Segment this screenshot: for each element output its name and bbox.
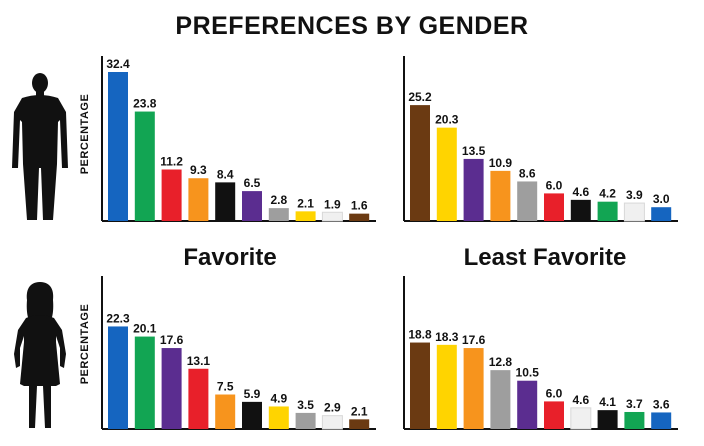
bar-value-label: 23.8 [133, 97, 157, 111]
bar-value-label: 6.0 [546, 386, 563, 400]
bar-black [597, 410, 618, 429]
bar-green [624, 411, 645, 429]
bar-value-label: 8.4 [217, 167, 234, 181]
bar-value-label: 17.6 [462, 333, 486, 347]
bar-value-label: 3.9 [626, 188, 643, 202]
male-silhouette-icon [12, 73, 68, 220]
bar-value-label: 20.1 [133, 322, 157, 336]
bar-red [544, 193, 564, 221]
bar-gray [268, 208, 289, 221]
female-silhouette-icon [14, 282, 66, 428]
bar-brown [410, 342, 430, 429]
bar-blue [651, 412, 672, 429]
bar-brown [349, 419, 370, 429]
bar-value-label: 22.3 [106, 311, 130, 325]
bar-value-label: 2.9 [324, 401, 341, 415]
bar-value-label: 9.3 [190, 163, 207, 177]
bar-black [242, 401, 262, 429]
bar-value-label: 18.8 [408, 328, 432, 342]
bar-value-label: 13.1 [187, 354, 211, 368]
bar-value-label: 17.6 [160, 333, 184, 347]
bar-green [134, 111, 155, 221]
bar-panel-male-favorite: 32.4 23.8 11.2 9.3 8.4 6.5 2.8 2.1 1.9 1.6 [101, 56, 376, 222]
bar-gray [490, 370, 511, 429]
bar-value-label: 32.4 [106, 57, 130, 71]
bar-value-label: 10.9 [489, 156, 513, 170]
bar-value-label: 20.3 [435, 113, 459, 127]
bar-gray [517, 181, 538, 221]
bar-value-label: 3.6 [653, 397, 670, 411]
bar-red [188, 368, 209, 429]
bar-value-label: 25.2 [408, 90, 432, 104]
bar-red [544, 401, 564, 429]
bar-brown [410, 105, 430, 221]
bar-brown [349, 213, 370, 221]
bar-value-label: 12.8 [489, 355, 513, 369]
bar-value-label: 18.3 [435, 330, 459, 344]
bar-blue [108, 326, 128, 429]
bar-value-label: 1.9 [324, 197, 341, 211]
bar-orange [188, 178, 209, 221]
bar-white [623, 202, 645, 222]
bar-value-label: 7.5 [217, 380, 234, 394]
panel-label-favorite: Favorite [183, 244, 277, 271]
bar-value-label: 4.9 [270, 391, 287, 405]
bar-orange [490, 170, 511, 221]
bar-value-label: 3.0 [653, 192, 670, 206]
bar-green [597, 201, 618, 221]
bar-value-label: 6.0 [546, 178, 563, 192]
bar-red [161, 169, 182, 221]
bar-value-label: 4.6 [572, 185, 589, 199]
bar-purple [242, 191, 262, 221]
chart-title: PREFERENCES BY GENDER [175, 12, 529, 40]
bar-black [570, 199, 591, 221]
bar-value-label: 2.1 [297, 196, 314, 210]
bar-purple [463, 158, 484, 221]
bar-value-label: 8.6 [519, 166, 536, 180]
bar-panel-female-favorite: 22.320.117.613.1 7.5 5.9 4.9 3.5 2.9 2.1 [101, 276, 376, 430]
bar-yellow [295, 211, 316, 221]
bar-value-label: 3.5 [297, 398, 314, 412]
bar-value-label: 13.5 [462, 144, 486, 158]
bar-value-label: 10.5 [516, 366, 540, 380]
bar-value-label: 4.6 [572, 393, 589, 407]
bar-value-label: 2.1 [351, 404, 368, 418]
bar-panel-male-least-favorite: 25.220.3 13.510.9 8.6 6.0 4.6 4.2 3.9 3.0 [403, 56, 678, 222]
bar-value-label: 2.8 [270, 193, 287, 207]
bar-value-label: 11.2 [160, 154, 183, 168]
bar-orange [463, 348, 484, 429]
bar-value-label: 6.5 [244, 176, 261, 190]
bar-panel-female-least-favorite: 18.8 18.3 17.612.810.5 6.0 4.6 4.1 3.7 3.6 [403, 276, 678, 430]
bar-white [321, 415, 343, 430]
bar-purple [161, 348, 182, 429]
bar-white [570, 407, 592, 430]
bar-value-label: 3.7 [626, 397, 643, 411]
panel-label-least-favorite: Least Favorite [463, 244, 627, 271]
bar-value-label: 5.9 [244, 387, 261, 401]
bar-yellow [436, 344, 457, 429]
bar-black [215, 182, 236, 221]
bar-gray [295, 412, 316, 429]
bar-yellow [268, 406, 289, 429]
bar-blue [108, 72, 128, 221]
bar-yellow [436, 127, 457, 221]
bar-purple [517, 380, 538, 429]
bar-blue [651, 207, 672, 221]
bar-value-label: 4.1 [599, 395, 616, 409]
bar-green [134, 336, 155, 429]
bar-white [321, 211, 343, 222]
bar-orange [215, 394, 236, 429]
bar-value-label: 4.2 [599, 187, 616, 201]
bar-value-label: 1.6 [351, 199, 368, 213]
